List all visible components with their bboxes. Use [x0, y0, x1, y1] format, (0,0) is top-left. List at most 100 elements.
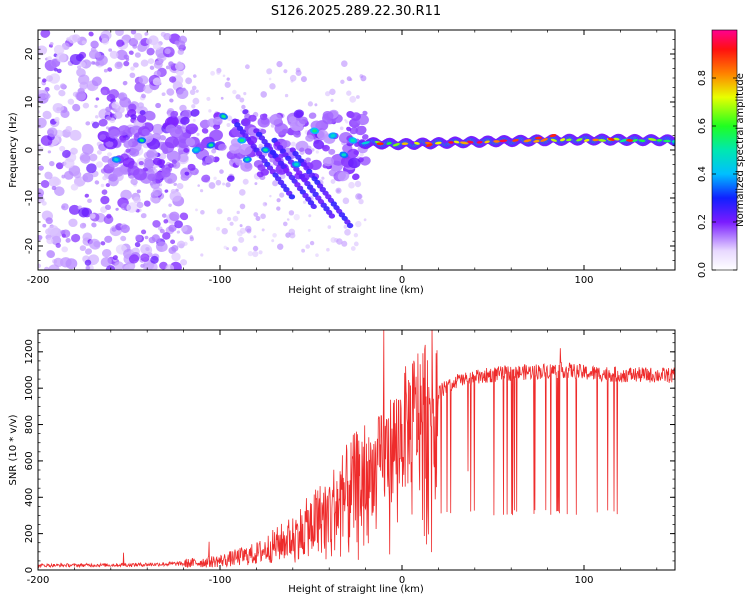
spectrogram-cell: [349, 95, 357, 103]
spectrogram-cell: [239, 224, 243, 228]
spectrogram-cell: [140, 253, 150, 262]
spectrogram-cell: [128, 103, 137, 112]
spectrogram-cell: [348, 157, 361, 169]
spectrogram-cell: [241, 104, 246, 110]
colorbar-ticks: 0.0 0.2 0.4 0.6 0.8: [697, 70, 737, 278]
spectrogram-cell: [242, 109, 249, 115]
spectrogram-cell: [215, 179, 222, 186]
spectrogram-cell: [330, 98, 334, 102]
spectrogram-x-axis-label: Height of straight line (km): [288, 285, 424, 296]
spectrogram-cell: [192, 97, 200, 105]
spectrogram-cell: [258, 250, 263, 255]
spectrogram-cell: [200, 189, 204, 193]
spectrogram-cell: [185, 123, 198, 135]
spectrogram-cell: [253, 235, 257, 239]
spectrogram-cell: [232, 215, 239, 222]
spectrogram-cell: [42, 78, 47, 83]
spectrogram-cell: [143, 265, 152, 270]
spectrogram-cell: [235, 94, 241, 100]
spectrogram-cell: [229, 221, 234, 226]
spectrogram-cell: [310, 203, 317, 210]
spectrogram-y-tick-label-3: 10: [24, 96, 35, 109]
spectrogram-cell: [353, 241, 359, 247]
spectrogram-cell: [141, 128, 150, 136]
spectrogram-cell: [130, 178, 138, 186]
spectrogram-cell: [78, 207, 90, 218]
colorbar-label: Normalized spectral amplitude: [735, 73, 746, 227]
spectrogram-cell: [46, 250, 55, 259]
spectrogram-cell: [85, 121, 91, 126]
spectrogram-cell: [139, 138, 144, 143]
spectrogram-cell: [51, 185, 57, 191]
spectrogram-cell: [85, 248, 92, 255]
spectrogram-cell: [346, 222, 354, 229]
spectrogram-cell: [44, 171, 53, 180]
spectrogram-cell: [302, 200, 307, 204]
spectrogram-cell: [219, 169, 224, 174]
spectrogram-cell: [289, 74, 297, 82]
spectrogram-cell: [60, 109, 70, 119]
spectrogram-cell: [150, 255, 159, 264]
spectrogram-cell: [329, 88, 336, 96]
spectrogram-cell: [240, 109, 243, 112]
spectrogram-cell: [49, 42, 54, 46]
spectrogram-cell: [270, 123, 275, 128]
spectrogram-cell: [300, 76, 307, 83]
spectrogram-cell: [59, 83, 66, 90]
spectrogram-cell: [169, 211, 180, 222]
spectrogram-cell: [467, 140, 474, 144]
colorbar-tick-label-1: 0.2: [697, 214, 708, 230]
spectrogram-cell: [315, 253, 319, 257]
spectrogram-cell: [105, 106, 111, 113]
spectrogram-cell: [224, 81, 231, 88]
spectrogram-cell: [322, 110, 334, 121]
snr-x-tick-label-1: -100: [209, 575, 232, 586]
snr-y-tick-label-4: 800: [24, 415, 35, 434]
spectrogram-cell: [104, 235, 113, 243]
spectrogram-cell: [88, 238, 101, 250]
spectrogram-cell: [335, 187, 342, 194]
spectrogram-cell: [138, 143, 142, 148]
spectrogram-cell: [53, 84, 61, 91]
snr-x-tick-label-0: -200: [27, 575, 50, 586]
spectrogram-cell: [619, 138, 629, 143]
spectrogram-cell: [175, 80, 180, 85]
spectrogram-cell: [315, 150, 319, 154]
spectrogram-cell: [41, 201, 47, 206]
spectrogram-cell: [42, 223, 47, 228]
spectrogram-cell: [350, 138, 356, 143]
spectrogram-cell: [48, 73, 61, 84]
spectrogram-cell: [232, 89, 237, 95]
spectrogram-cell: [128, 37, 139, 47]
spectrogram-cell: [330, 133, 336, 138]
spectrogram-cell: [54, 116, 60, 122]
spectrogram-cell: [111, 101, 120, 109]
snr-y-tick-label-2: 400: [24, 488, 35, 507]
spectrogram-cell: [208, 143, 214, 147]
colorbar-tick-label-3: 0.6: [697, 118, 708, 134]
spectrogram-cell: [476, 140, 483, 144]
spectrogram-cell: [246, 228, 252, 234]
spectrogram-cell: [176, 182, 184, 190]
spectrogram-cell: [453, 140, 460, 144]
spectrogram-cell: [134, 52, 141, 58]
spectrogram-x-tick-label-0: -200: [27, 275, 50, 286]
spectrogram-cell: [180, 259, 188, 266]
spectrogram-cell: [120, 224, 130, 234]
spectrogram-cell: [91, 222, 97, 228]
spectrogram-cell: [53, 44, 65, 55]
spectrogram-cell: [356, 95, 360, 99]
spectrogram-cell: [336, 238, 343, 245]
spectrogram-cell: [84, 259, 92, 266]
spectrogram-cell: [179, 104, 187, 112]
spectrogram-cell: [252, 245, 259, 252]
spectrogram-cell: [200, 209, 205, 215]
spectrogram-cell: [257, 164, 266, 172]
spectrogram-cell: [123, 140, 133, 148]
spectrogram-cell: [114, 61, 123, 70]
spectrogram-cell: [239, 203, 246, 210]
spectrogram-cell: [49, 160, 55, 167]
